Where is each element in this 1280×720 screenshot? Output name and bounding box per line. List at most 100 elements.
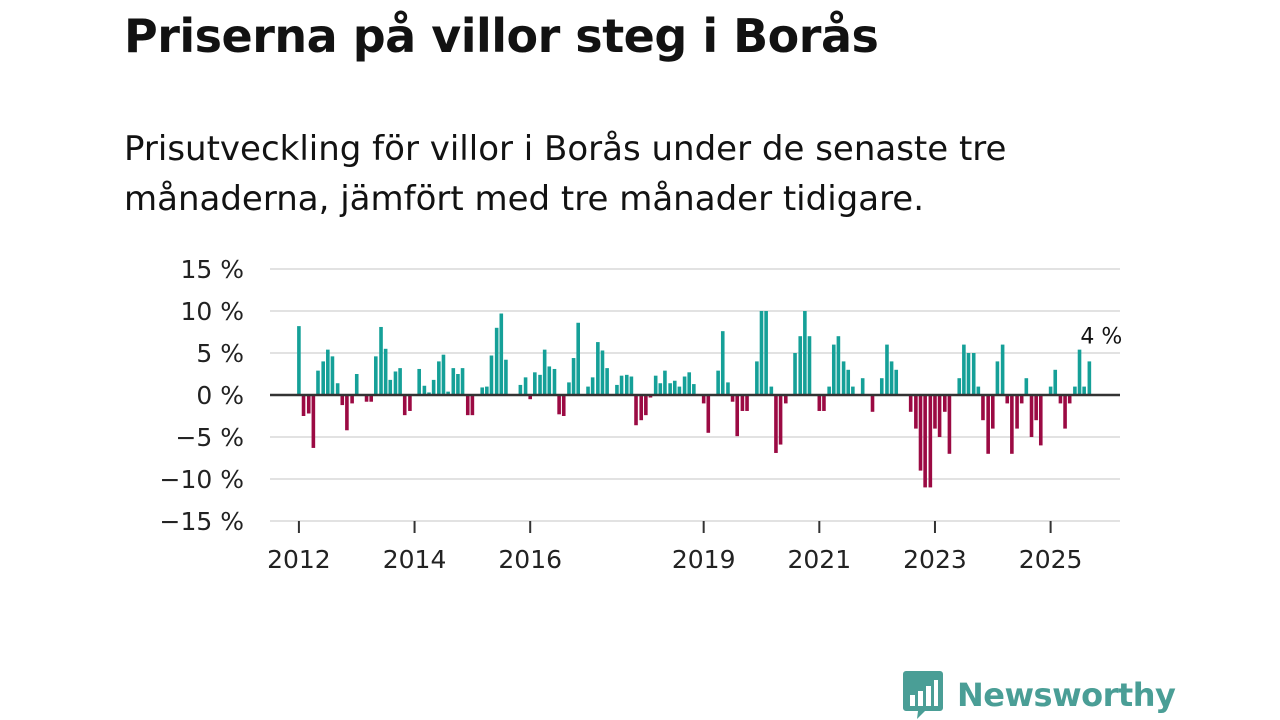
y-tick-label: 15 % <box>180 255 244 284</box>
bar <box>354 374 359 395</box>
bar <box>995 361 1000 395</box>
bar <box>822 395 826 411</box>
last-value-annotation: 4 % <box>1080 324 1122 349</box>
bar <box>1087 361 1092 395</box>
bar <box>914 395 918 429</box>
bar <box>480 387 485 395</box>
bar <box>417 368 421 395</box>
bar <box>658 383 663 395</box>
bar <box>740 395 745 411</box>
bar <box>1019 395 1024 404</box>
bar <box>379 326 383 395</box>
y-tick-label: −10 % <box>160 465 244 494</box>
bar <box>316 370 320 395</box>
bar <box>596 342 600 395</box>
bar <box>759 311 764 395</box>
bar <box>485 386 489 395</box>
bar <box>653 375 658 395</box>
bar <box>615 384 619 395</box>
bar <box>364 395 369 402</box>
bar <box>1048 386 1053 395</box>
bar <box>701 395 706 404</box>
bar <box>677 386 682 395</box>
bar <box>1000 344 1005 395</box>
bar <box>807 336 812 395</box>
bar <box>1024 378 1029 395</box>
bar <box>976 386 981 395</box>
bar <box>460 368 465 395</box>
bar <box>981 395 985 421</box>
bar <box>1015 395 1019 429</box>
bar <box>769 386 774 395</box>
x-tick-label: 2019 <box>672 545 736 574</box>
bar <box>528 395 533 400</box>
bar <box>971 353 976 395</box>
bar <box>764 311 768 395</box>
bar <box>326 349 330 395</box>
bar <box>735 395 740 437</box>
bar <box>624 374 629 395</box>
bar <box>639 395 644 421</box>
bar <box>350 395 354 404</box>
bar <box>908 395 913 412</box>
bar <box>755 361 759 395</box>
bar <box>345 395 349 431</box>
bar <box>1067 395 1072 404</box>
bar <box>538 374 542 395</box>
bar <box>730 395 735 402</box>
bar <box>894 369 899 395</box>
bar <box>928 395 933 488</box>
bar <box>860 378 865 395</box>
bar <box>335 383 340 395</box>
bar <box>523 377 528 395</box>
bar <box>470 395 475 416</box>
bar <box>793 353 797 395</box>
bar <box>957 378 962 395</box>
bar <box>774 395 778 453</box>
newsworthy-logo-icon <box>903 671 943 719</box>
bar <box>374 356 378 395</box>
bar <box>990 395 995 429</box>
bar <box>567 382 571 395</box>
bar <box>947 395 952 454</box>
bar <box>1063 395 1067 429</box>
bar <box>827 386 831 395</box>
y-tick-label: 5 % <box>196 339 244 368</box>
bar <box>600 350 605 395</box>
bar <box>692 384 696 395</box>
bar <box>1038 395 1043 446</box>
bar <box>803 311 807 395</box>
bar <box>889 361 894 395</box>
bar <box>726 382 730 395</box>
bar <box>962 344 966 395</box>
bar <box>369 395 373 402</box>
bar <box>571 358 576 395</box>
bar <box>687 372 692 395</box>
y-tick-label: −5 % <box>175 423 244 452</box>
bar <box>388 379 393 395</box>
x-tick-label: 2012 <box>267 545 331 574</box>
bar <box>716 370 720 395</box>
bar <box>494 327 499 395</box>
bar <box>778 395 783 445</box>
bar <box>986 395 990 454</box>
bar <box>1034 395 1038 421</box>
bar <box>841 361 846 395</box>
bar <box>720 331 725 395</box>
bar <box>422 385 427 395</box>
bar <box>1082 386 1086 395</box>
bar <box>831 344 836 395</box>
bar <box>576 322 580 395</box>
bar <box>451 368 456 395</box>
bar <box>547 366 552 395</box>
chart-subtitle: Prisutveckling för villor i Borås under … <box>124 129 1007 219</box>
bar <box>798 336 803 395</box>
bar <box>937 395 942 437</box>
bar <box>682 376 687 395</box>
bar <box>330 356 335 395</box>
bar <box>966 353 971 395</box>
bar <box>306 395 311 414</box>
bar <box>533 372 537 395</box>
bar <box>605 368 609 395</box>
y-tick-label: 0 % <box>196 381 244 410</box>
